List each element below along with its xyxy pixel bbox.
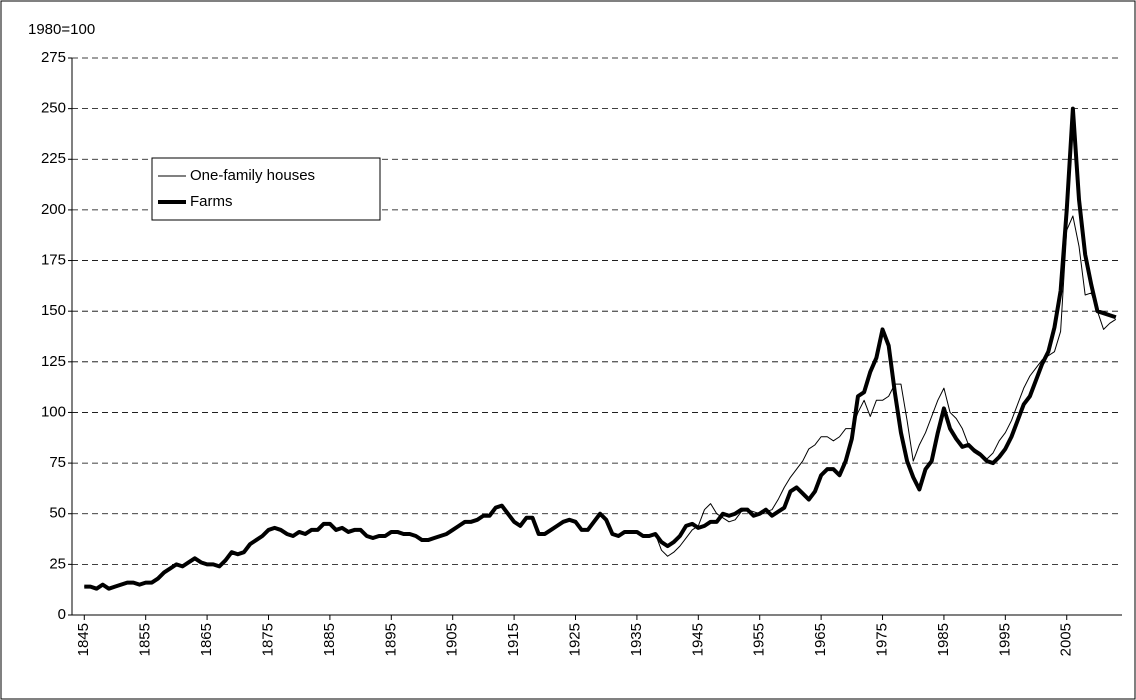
y-tick-label: 100 bbox=[41, 403, 66, 420]
x-tick-label: 1855 bbox=[137, 623, 154, 656]
x-tick-label: 1945 bbox=[689, 623, 706, 656]
x-tick-label: 1935 bbox=[628, 623, 645, 656]
x-tick-label: 1985 bbox=[935, 623, 952, 656]
plot-area bbox=[72, 58, 1122, 615]
y-tick-label: 250 bbox=[41, 100, 66, 117]
x-tick-label: 1905 bbox=[444, 623, 461, 656]
x-tick-label: 1975 bbox=[873, 623, 890, 656]
y-tick-label: 150 bbox=[41, 302, 66, 319]
x-tick-label: 1845 bbox=[75, 623, 92, 656]
y-tick-label: 175 bbox=[41, 252, 66, 269]
y-tick-label: 125 bbox=[41, 353, 66, 370]
x-tick-label: 2005 bbox=[1058, 623, 1075, 656]
y-tick-label: 275 bbox=[41, 49, 66, 66]
y-tick-label: 50 bbox=[49, 505, 66, 522]
y-tick-label: 225 bbox=[41, 150, 66, 167]
legend-label: Farms bbox=[190, 193, 233, 210]
x-tick-label: 1995 bbox=[996, 623, 1013, 656]
x-tick-label: 1955 bbox=[751, 623, 768, 656]
x-tick-label: 1875 bbox=[259, 623, 276, 656]
legend-box bbox=[151, 157, 381, 221]
y-tick-label: 75 bbox=[49, 454, 66, 471]
x-tick-label: 1965 bbox=[812, 623, 829, 656]
y-tick-label: 200 bbox=[41, 201, 66, 218]
x-tick-label: 1885 bbox=[321, 623, 338, 656]
x-tick-label: 1925 bbox=[566, 623, 583, 656]
series-line bbox=[84, 106, 1117, 591]
legend: One-family houses Farms bbox=[151, 157, 381, 221]
x-tick-label: 1915 bbox=[505, 623, 522, 656]
x-tick-label: 1865 bbox=[198, 623, 215, 656]
y-unit-label: 1980=100 bbox=[28, 21, 95, 38]
y-tick-label: 0 bbox=[58, 606, 66, 623]
x-tick-label: 1895 bbox=[382, 623, 399, 656]
legend-label: One-family houses bbox=[190, 167, 315, 184]
y-tick-label: 25 bbox=[49, 555, 66, 572]
